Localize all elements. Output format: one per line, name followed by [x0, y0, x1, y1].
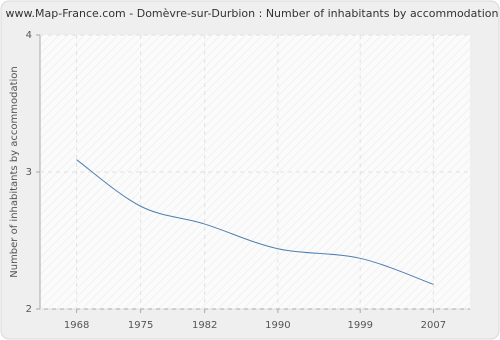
y-tick-label: 2 — [26, 304, 32, 315]
x-tick-label: 1982 — [192, 320, 217, 331]
x-tick-label: 2007 — [421, 320, 446, 331]
plot-area — [40, 35, 470, 309]
y-tick-label: 3 — [26, 167, 32, 178]
x-tick-label: 1999 — [347, 320, 372, 331]
x-tick-label: 1990 — [265, 320, 290, 331]
x-tick-label: 1968 — [64, 320, 89, 331]
y-tick-label: 4 — [26, 30, 32, 41]
chart-title: www.Map-France.com - Domèvre-sur-Durbion… — [6, 7, 499, 20]
x-tick-label: 1975 — [128, 320, 153, 331]
y-axis-label: Number of inhabitants by accommodation — [9, 66, 20, 278]
data-line — [76, 159, 434, 285]
